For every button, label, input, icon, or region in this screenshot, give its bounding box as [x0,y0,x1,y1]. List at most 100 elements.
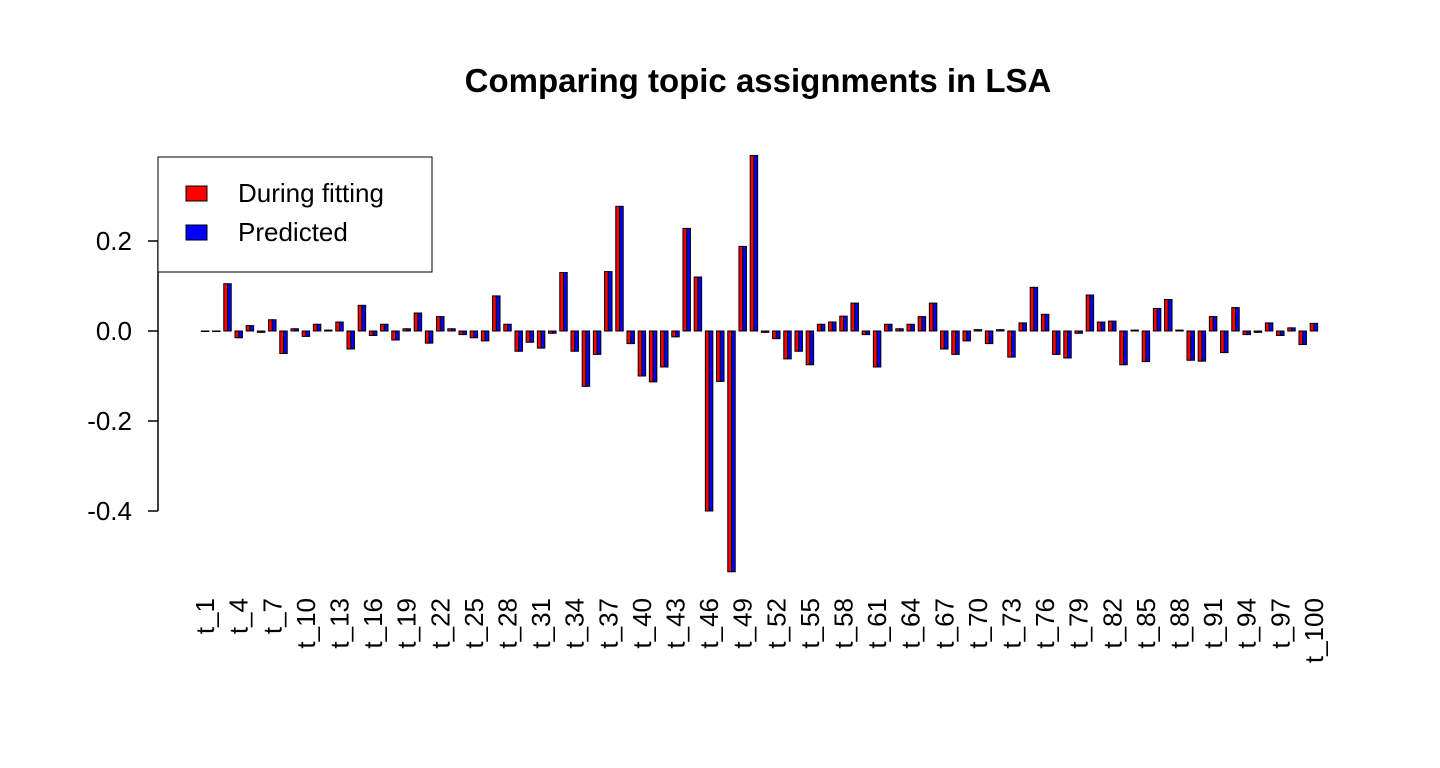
x-tick-label: t_94 [1232,598,1262,649]
bar [1018,322,1024,332]
bar [809,330,815,366]
bar [1175,329,1181,332]
bar [928,302,934,332]
bar [996,329,1001,332]
bar [648,330,654,383]
x-tick-label: t_55 [795,598,825,649]
bar [787,330,792,360]
legend-swatch [185,185,208,202]
legend-label: Predicted [238,217,348,247]
bar [1029,286,1035,332]
bar [290,328,296,332]
bar [805,330,811,366]
bar [1190,330,1195,361]
bar [204,330,210,332]
y-tick-label: 0.2 [96,226,132,256]
bar [417,312,423,332]
x-tick-label: t_34 [560,598,590,649]
bar [1078,330,1083,334]
bar [843,315,848,332]
bar [943,330,949,350]
bar [671,330,676,338]
bar [1108,320,1113,332]
bar [932,302,938,332]
x-tick-label: t_1 [190,598,220,634]
bar [854,302,859,332]
bar [686,227,691,332]
bar [1223,330,1229,354]
bar [820,323,826,332]
bar [223,283,228,332]
bar [238,330,243,339]
bar [693,276,699,332]
bar [831,321,837,332]
bar [839,315,844,332]
x-tick-label: t_91 [1198,598,1228,649]
bar [966,330,971,342]
bar [383,323,389,332]
x-tick-label: t_97 [1265,598,1295,649]
x-tick-label: t_64 [896,598,926,649]
bar [1111,320,1117,332]
bar [346,330,352,350]
bar [940,330,945,350]
bar [495,295,501,332]
bar [1287,327,1293,332]
x-tick-label: t_49 [728,598,758,649]
bar [1063,330,1069,359]
bar [1186,330,1192,361]
bar [637,330,643,377]
bar [977,329,983,332]
bar [469,330,475,339]
bar [1313,322,1319,332]
bar [462,330,467,336]
x-tick-label: t_10 [291,598,321,649]
bar [906,323,912,332]
bar [1302,330,1307,345]
bar [719,330,725,382]
bar [798,330,803,352]
bar [592,330,598,355]
bar [753,155,759,332]
x-tick-label: t_70 [963,598,993,649]
bar [350,330,355,350]
bar [391,330,396,341]
bar [984,330,990,345]
bar [514,330,520,352]
bar [525,330,531,343]
bar [327,329,333,332]
bar [200,330,206,332]
bar [641,330,647,377]
bar [574,330,579,352]
bar [518,330,523,352]
bar [607,271,613,332]
bar [1119,330,1125,366]
bar [675,330,680,338]
bar [424,330,430,344]
bar [271,319,277,332]
bar [1231,307,1237,332]
bar [372,330,378,336]
bar [921,316,927,332]
bar [436,316,441,332]
bar [716,330,721,382]
bar [738,245,744,332]
bar [1100,321,1106,332]
bar [339,321,344,332]
bar [406,328,411,332]
bar [764,330,770,333]
bar [581,330,587,387]
bar [816,323,822,332]
bar [536,330,542,349]
x-tick-label: t_16 [358,598,388,649]
bar [585,330,591,387]
bar [215,330,221,332]
bar [917,316,923,332]
bar [1276,330,1281,336]
bar [484,330,490,342]
bar [428,330,434,344]
legend-swatch [185,224,208,241]
bar [1291,327,1296,332]
